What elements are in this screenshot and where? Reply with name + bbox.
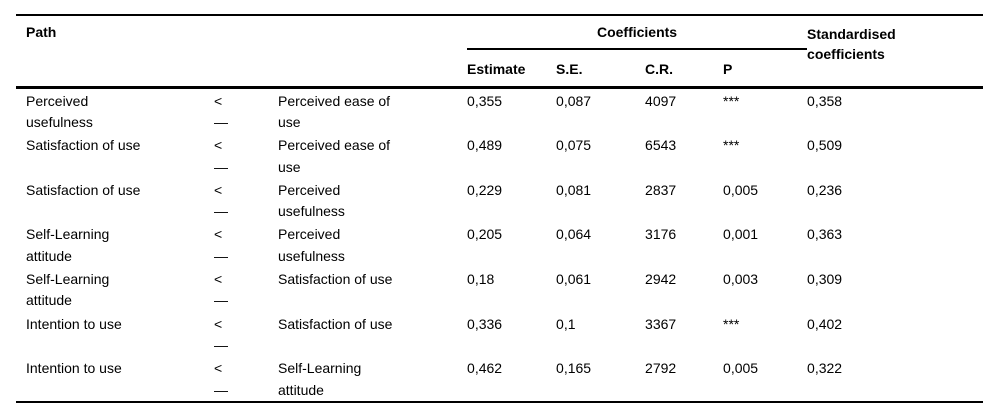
- se-cell: 0,1: [556, 315, 576, 332]
- standardised-coefficient-cell: 0,322: [807, 360, 843, 377]
- estimate-cell: 0,336: [467, 315, 503, 332]
- table-row: Intention to use < — Satisfaction of use…: [16, 312, 983, 357]
- standardised-coefficient-cell: 0,358: [807, 92, 843, 109]
- se-cell: 0,165: [556, 360, 592, 377]
- path-target-cell: Satisfaction of use: [26, 181, 141, 198]
- path-arrow-cell: < —: [214, 137, 228, 175]
- path-source-cell: Satisfaction of use: [278, 315, 393, 332]
- path-arrow-cell: < —: [214, 270, 228, 309]
- table-row: Intention to use < — Self-Learning attit…: [16, 357, 983, 403]
- p-cell: 0,003: [723, 270, 759, 287]
- path-target-cell: Intention to use: [26, 360, 122, 377]
- path-source-cell: Perceived ease of use: [278, 92, 391, 131]
- estimate-cell: 0,462: [467, 360, 503, 377]
- se-cell: 0,075: [556, 137, 592, 154]
- path-source-cell: Self-Learning attitude: [278, 360, 362, 398]
- estimate-cell: 0,205: [467, 226, 503, 243]
- path-target-cell: Self-Learning attitude: [26, 226, 110, 264]
- path-arrow-cell: < —: [214, 92, 228, 131]
- estimate-cell: 0,355: [467, 92, 503, 109]
- table-row: Self-Learning attitude < — Perceived use…: [16, 223, 983, 268]
- p-cell: 0,001: [723, 226, 759, 243]
- path-arrow-cell: < —: [214, 226, 228, 264]
- standardised-coefficient-cell: 0,363: [807, 226, 843, 243]
- cr-column-header: C.R.: [645, 61, 674, 77]
- p-cell: 0,005: [723, 360, 759, 377]
- cr-cell: 2792: [645, 360, 677, 377]
- path-arrow-cell: < —: [214, 360, 228, 398]
- path-source-cell: Satisfaction of use: [278, 270, 393, 287]
- cr-cell: 6543: [645, 137, 677, 154]
- path-column-header: Path: [26, 24, 57, 40]
- p-cell: 0,005: [723, 181, 759, 198]
- table-body: Perceived usefulness < — Perceived ease …: [16, 88, 983, 403]
- path-target-cell: Intention to use: [26, 315, 122, 332]
- path-source-cell: Perceived usefulness: [278, 226, 345, 264]
- path-coefficients-table: Path Coefficients Standardised coefficie…: [16, 14, 984, 404]
- header-row-sub: Estimate S.E. C.R. P: [16, 49, 983, 88]
- path-target-cell: Perceived usefulness: [26, 92, 93, 131]
- header-row-group: Path Coefficients Standardised coefficie…: [16, 15, 983, 62]
- path-target-cell: Self-Learning attitude: [26, 270, 110, 309]
- cr-cell: 2942: [645, 270, 677, 287]
- se-cell: 0,064: [556, 226, 592, 243]
- p-cell: ***: [723, 137, 740, 154]
- table-row: Self-Learning attitude < — Satisfaction …: [16, 267, 983, 312]
- cr-cell: 3367: [645, 315, 677, 332]
- estimate-cell: 0,489: [467, 137, 503, 154]
- cr-cell: 3176: [645, 226, 677, 243]
- se-cell: 0,081: [556, 181, 592, 198]
- path-target-cell: Satisfaction of use: [26, 137, 141, 154]
- p-cell: ***: [723, 315, 740, 332]
- cr-cell: 4097: [645, 92, 677, 109]
- path-source-cell: Perceived ease of use: [278, 137, 391, 175]
- estimate-cell: 0,229: [467, 181, 503, 198]
- estimate-cell: 0,18: [467, 270, 495, 287]
- table-header: Path Coefficients Standardised coefficie…: [16, 15, 984, 88]
- p-cell: ***: [723, 92, 740, 109]
- path-source-cell: Perceived usefulness: [278, 181, 345, 220]
- path-arrow-cell: < —: [214, 315, 228, 354]
- se-cell: 0,087: [556, 92, 592, 109]
- standardised-coefficient-cell: 0,309: [807, 270, 843, 287]
- standardised-coefficient-cell: 0,509: [807, 137, 843, 154]
- table-row: Satisfaction of use < — Perceived ease o…: [16, 134, 983, 179]
- standardised-coefficient-cell: 0,236: [807, 181, 843, 198]
- coefficients-group-header: Coefficients: [467, 15, 808, 50]
- se-cell: 0,061: [556, 270, 592, 287]
- path-arrow-cell: < —: [214, 181, 228, 220]
- standardised-coefficient-cell: 0,402: [807, 315, 843, 332]
- estimate-column-header: Estimate: [467, 61, 526, 77]
- se-column-header: S.E.: [556, 61, 583, 77]
- cr-cell: 2837: [645, 181, 677, 198]
- table-row: Perceived usefulness < — Perceived ease …: [16, 88, 983, 134]
- standardised-coefficients-header: Standardised coefficients: [807, 26, 896, 62]
- table-row: Satisfaction of use < — Perceived useful…: [16, 178, 983, 223]
- p-column-header: P: [723, 61, 733, 77]
